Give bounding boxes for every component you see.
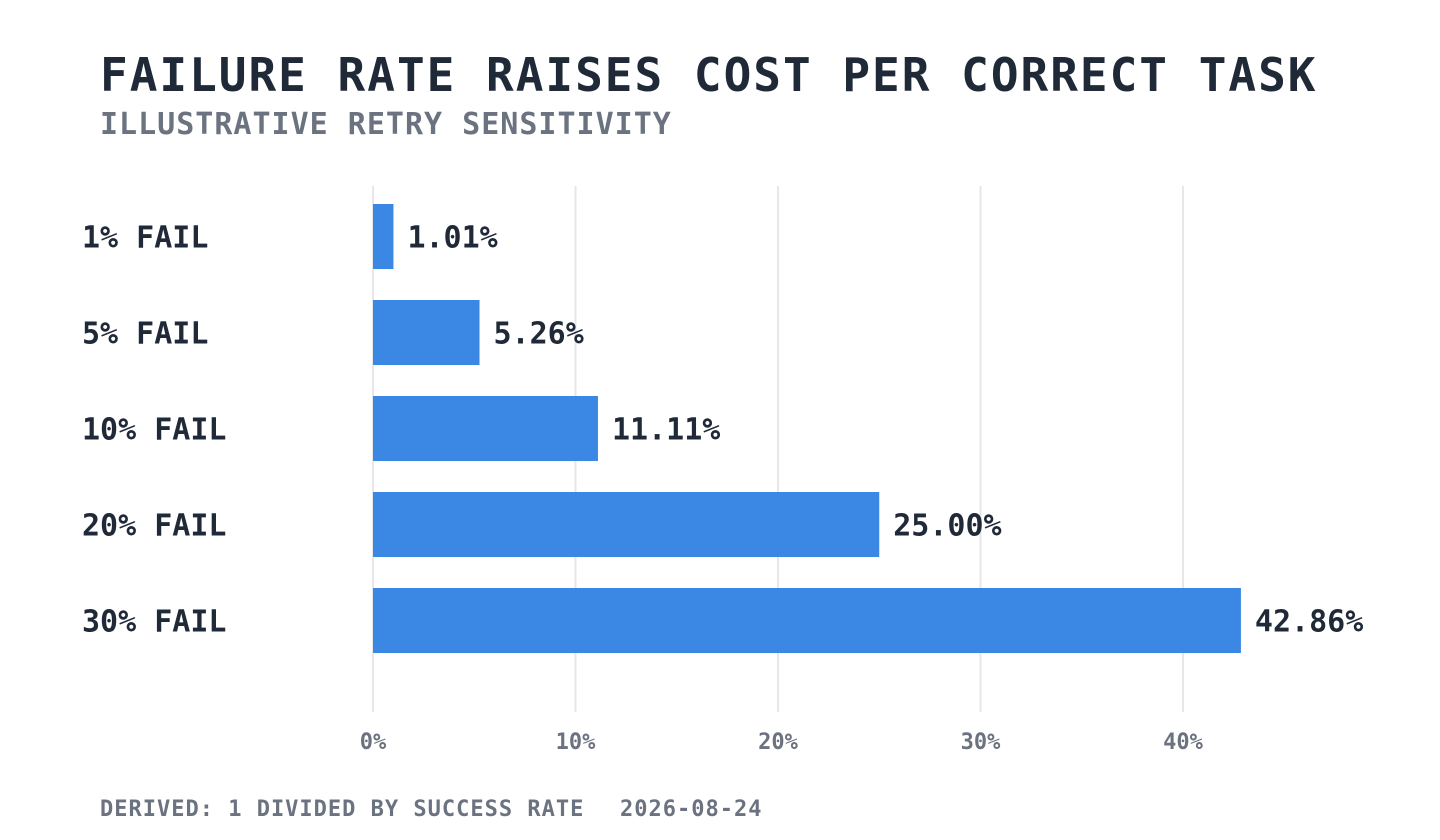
value-label: 1.01% (407, 221, 497, 256)
category-label: 30% FAIL (82, 605, 227, 640)
bar (373, 204, 394, 269)
bar (373, 588, 1241, 653)
bar (373, 300, 480, 365)
value-label: 5.26% (494, 317, 584, 352)
footer-date: 2026-08-24 (620, 797, 762, 822)
category-label: 10% FAIL (82, 413, 227, 448)
bar (373, 492, 880, 557)
category-label: 20% FAIL (82, 509, 227, 544)
bar (373, 396, 598, 461)
chart-title: FAILURE RATE RAISES COST PER CORRECT TAS… (100, 48, 1317, 102)
x-tick-label: 10% (556, 730, 596, 755)
chart-subtitle: ILLUSTRATIVE RETRY SENSITIVITY (100, 107, 672, 142)
value-label: 25.00% (893, 509, 1001, 544)
footer-note: DERIVED: 1 DIVIDED BY SUCCESS RATE (100, 797, 584, 822)
x-axis-ticks: 0% 10% 20% 30% 40% (360, 730, 1204, 755)
value-label: 11.11% (612, 413, 720, 448)
x-tick-label: 40% (1163, 730, 1203, 755)
value-label: 42.86% (1255, 605, 1363, 640)
x-tick-label: 0% (360, 730, 387, 755)
value-labels: 1.01% 5.26% 11.11% 25.00% 42.86% (407, 221, 1363, 640)
x-tick-label: 20% (758, 730, 798, 755)
category-label: 1% FAIL (82, 221, 208, 256)
category-label: 5% FAIL (82, 317, 208, 352)
category-labels: 1% FAIL 5% FAIL 10% FAIL 20% FAIL 30% FAIL (82, 221, 227, 640)
x-tick-label: 30% (961, 730, 1001, 755)
bars (373, 204, 1241, 653)
